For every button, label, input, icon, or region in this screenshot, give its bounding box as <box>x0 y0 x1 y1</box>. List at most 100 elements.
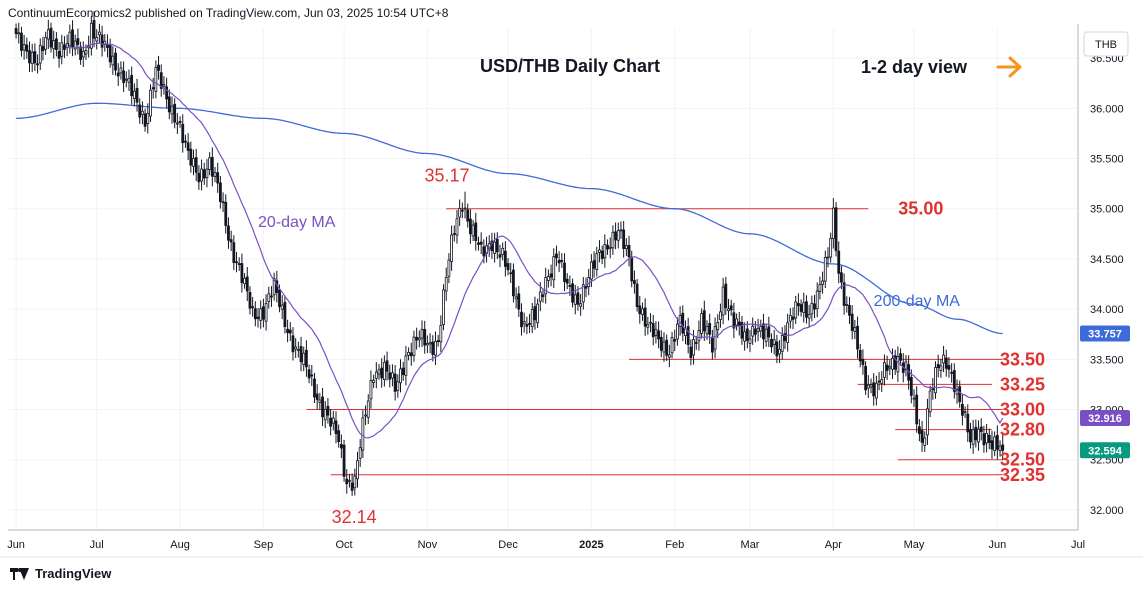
candle[interactable] <box>52 30 56 59</box>
candle[interactable] <box>259 300 263 329</box>
candle[interactable] <box>977 420 980 451</box>
candle[interactable] <box>76 28 80 55</box>
candle[interactable] <box>522 312 526 333</box>
candle[interactable] <box>788 308 792 329</box>
candle[interactable] <box>670 331 674 359</box>
candle[interactable] <box>960 394 964 426</box>
candle[interactable] <box>253 301 257 327</box>
candle[interactable] <box>382 355 386 387</box>
candle[interactable] <box>552 248 556 289</box>
candle[interactable] <box>361 409 365 459</box>
candle[interactable] <box>912 389 916 408</box>
candle[interactable] <box>184 134 187 148</box>
candle[interactable] <box>95 29 99 50</box>
candle[interactable] <box>581 277 585 310</box>
candle[interactable] <box>331 410 335 431</box>
candle[interactable] <box>428 333 432 354</box>
candle[interactable] <box>288 322 292 341</box>
candle[interactable] <box>541 288 545 303</box>
candle[interactable] <box>71 20 74 57</box>
candle[interactable] <box>786 313 790 352</box>
candle[interactable] <box>334 411 338 444</box>
candle[interactable] <box>450 225 453 271</box>
candle[interactable] <box>710 329 714 360</box>
candle[interactable] <box>700 308 704 339</box>
candle[interactable] <box>998 440 1002 457</box>
candle[interactable] <box>342 439 346 482</box>
candle[interactable] <box>98 23 101 44</box>
candle[interactable] <box>756 318 760 342</box>
candle[interactable] <box>805 295 808 324</box>
candle[interactable] <box>840 265 843 290</box>
candle[interactable] <box>896 346 900 382</box>
candle[interactable] <box>20 26 23 57</box>
candle[interactable] <box>837 241 841 284</box>
candle[interactable] <box>262 298 265 328</box>
candle[interactable] <box>952 363 956 399</box>
candle[interactable] <box>697 320 701 351</box>
candle[interactable] <box>555 245 558 267</box>
candle[interactable] <box>106 34 109 58</box>
candle[interactable] <box>528 313 531 334</box>
candle[interactable] <box>374 362 378 389</box>
candle[interactable] <box>46 19 50 49</box>
candle[interactable] <box>116 63 120 86</box>
candle[interactable] <box>366 394 370 425</box>
candle[interactable] <box>466 203 470 228</box>
candle[interactable] <box>38 38 42 71</box>
candle[interactable] <box>286 319 289 343</box>
candle[interactable] <box>563 253 566 292</box>
candle[interactable] <box>33 43 37 71</box>
candle[interactable] <box>420 320 424 348</box>
candle[interactable] <box>251 296 255 317</box>
candle[interactable] <box>536 298 540 329</box>
candle[interactable] <box>28 41 31 72</box>
candle[interactable] <box>455 210 459 244</box>
candle[interactable] <box>463 191 467 219</box>
candle[interactable] <box>616 222 620 249</box>
candle[interactable] <box>477 236 480 251</box>
candle[interactable] <box>235 252 238 273</box>
candle[interactable] <box>356 451 359 488</box>
candle[interactable] <box>745 321 749 349</box>
candle[interactable] <box>503 241 507 277</box>
candle[interactable] <box>240 253 244 293</box>
candle[interactable] <box>579 294 583 316</box>
candle[interactable] <box>100 25 104 57</box>
candle[interactable] <box>122 61 126 93</box>
candle[interactable] <box>931 377 935 400</box>
candle[interactable] <box>256 308 260 328</box>
candle[interactable] <box>151 77 155 99</box>
candle[interactable] <box>681 305 685 342</box>
candle[interactable] <box>724 276 728 315</box>
candle[interactable] <box>829 232 833 263</box>
candle[interactable] <box>175 113 179 134</box>
candle[interactable] <box>302 346 306 372</box>
candle[interactable] <box>501 242 505 261</box>
candle[interactable] <box>969 422 972 449</box>
candle[interactable] <box>676 317 679 346</box>
candle[interactable] <box>689 339 693 366</box>
candle[interactable] <box>114 47 117 76</box>
candle[interactable] <box>651 314 655 346</box>
candle[interactable] <box>595 246 599 277</box>
candle[interactable] <box>638 295 642 324</box>
candle[interactable] <box>299 336 303 372</box>
candle[interactable] <box>417 330 421 348</box>
candle[interactable] <box>237 257 241 271</box>
candle[interactable] <box>850 305 854 340</box>
candle[interactable] <box>79 41 82 65</box>
candle[interactable] <box>396 374 400 398</box>
candle[interactable] <box>909 369 913 404</box>
candle[interactable] <box>14 23 18 39</box>
candle[interactable] <box>598 240 601 263</box>
candle[interactable] <box>372 374 376 388</box>
candle[interactable] <box>36 54 39 74</box>
candle[interactable] <box>657 321 661 349</box>
candle[interactable] <box>630 250 634 288</box>
candle[interactable] <box>205 159 209 188</box>
candle[interactable] <box>512 263 515 303</box>
footer-brand[interactable]: TradingView <box>10 566 111 581</box>
candle[interactable] <box>740 315 744 345</box>
candle[interactable] <box>667 344 671 368</box>
